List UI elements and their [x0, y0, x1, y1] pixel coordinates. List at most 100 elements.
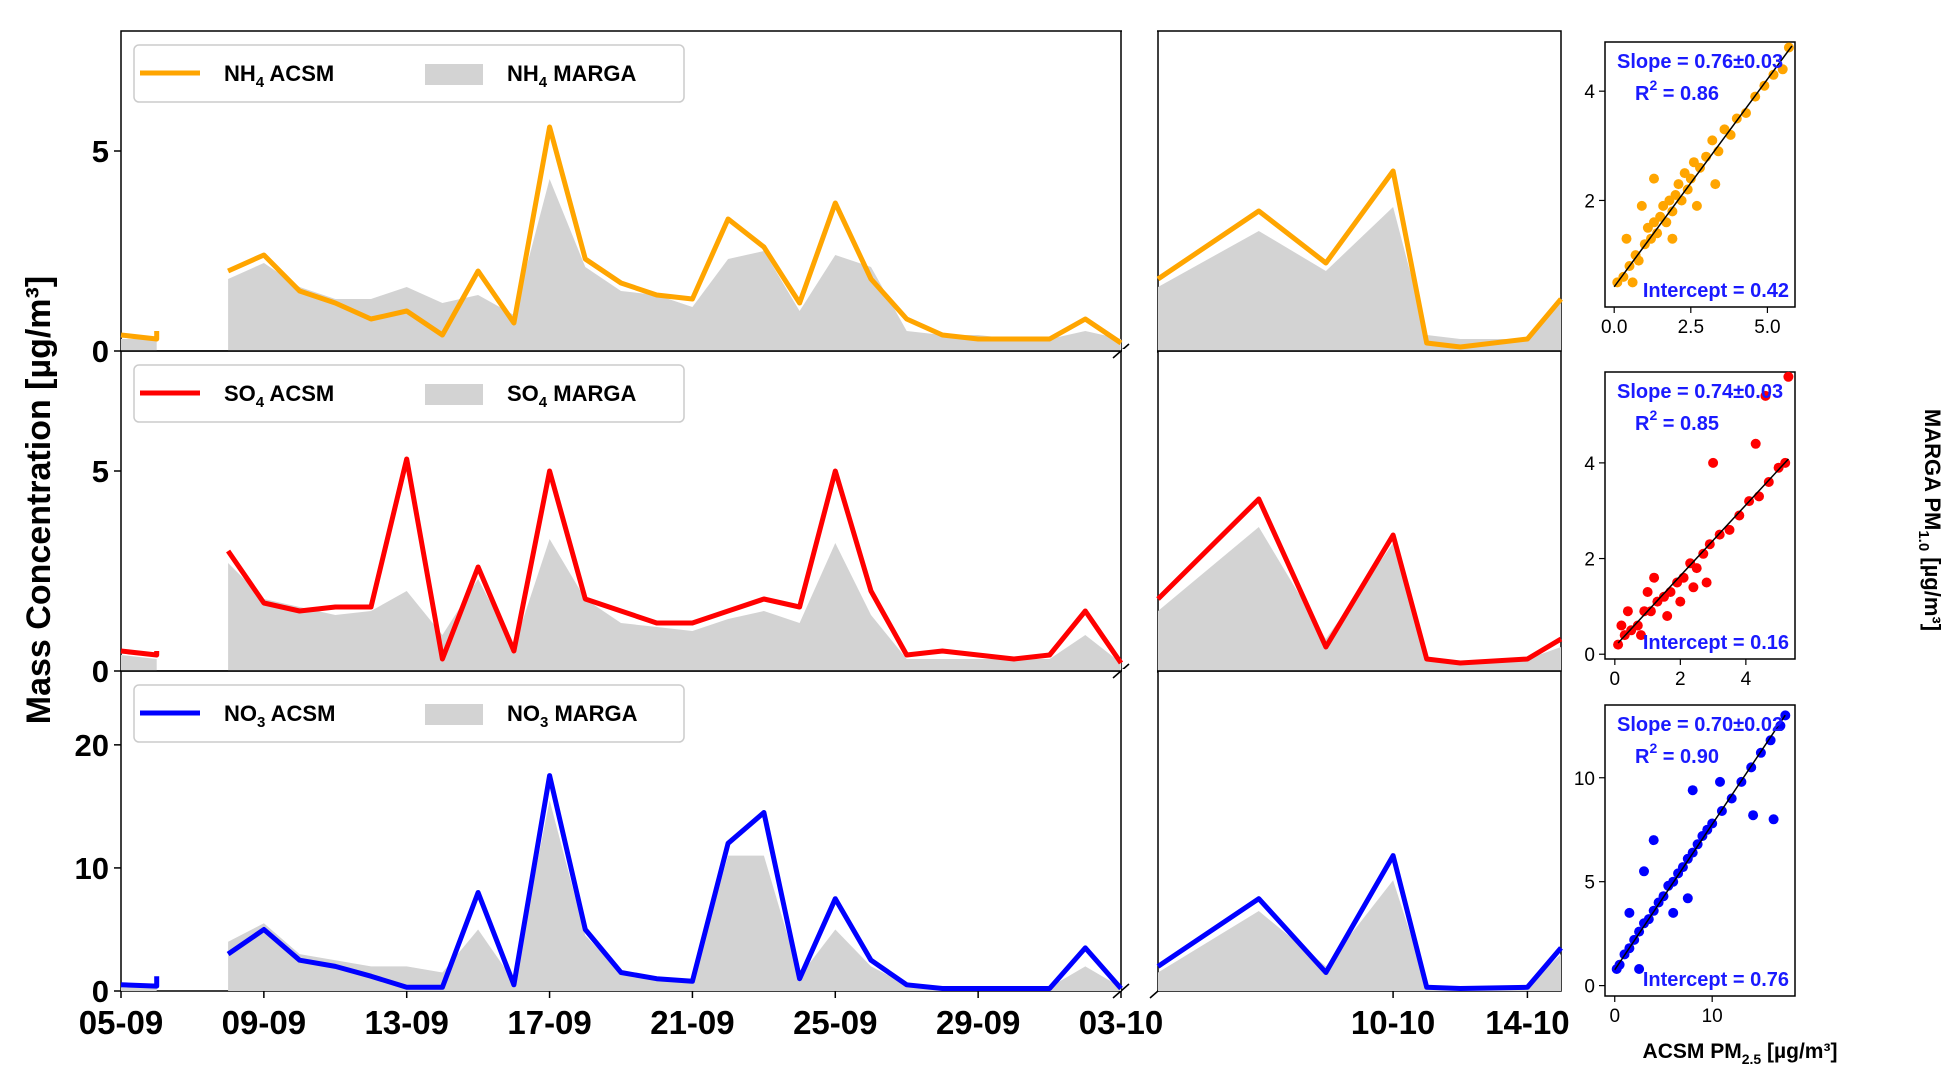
acsm-line-no3	[226, 773, 1123, 991]
legend-acsm-label: NO3 ACSM	[224, 701, 335, 731]
scatter-point	[1667, 233, 1678, 244]
y-tick-label: 0	[92, 974, 109, 1009]
timeseries-panels: 0 5 NH4 ACSM NH4 MARGA 0 5 SO4 ACSM SO4 MARGA 0 1…	[75, 29, 1563, 1009]
scatter-intercept-label: Intercept = 0.76	[1643, 969, 1789, 991]
scatter-point	[1775, 720, 1786, 731]
scatter-point	[1783, 371, 1794, 382]
scatter-x-tick-label: 5.0	[1754, 317, 1780, 338]
scatter-x-tick-label: 4	[1741, 669, 1752, 690]
fit-line	[1613, 45, 1793, 288]
scatter-point	[1678, 572, 1689, 583]
acsm-line-so4	[1156, 496, 1563, 666]
scatter-point	[1667, 206, 1678, 217]
scatter-point	[1649, 173, 1659, 184]
scatter-right-y-label: MARGA PM1.0 [µg/m³]	[1915, 409, 1945, 631]
x-tick-label: 17-09	[507, 1004, 591, 1041]
scatter-point	[1724, 524, 1735, 535]
scatter-point	[1661, 217, 1672, 228]
scatter-frame	[1604, 371, 1796, 660]
acsm-line-nh4	[1156, 168, 1563, 350]
scatter-y-tick-label: 4	[1584, 82, 1595, 103]
marga-area-no3	[228, 800, 1122, 991]
acsm-line-no3	[1156, 853, 1563, 991]
scatter-point	[1662, 611, 1673, 621]
x-tick-label: 29-09	[936, 1004, 1020, 1041]
scatter-point	[1783, 42, 1794, 53]
scatter-point	[1759, 80, 1770, 91]
legend-area-swatch	[425, 384, 483, 405]
scatter-y-tick-label: 0	[1584, 977, 1595, 998]
scatter-point	[1622, 606, 1633, 617]
axis-break-gap	[1122, 29, 1157, 353]
scatter-point	[1708, 457, 1719, 468]
legend-area-swatch	[425, 64, 483, 85]
legend-marga-label: SO4 MARGA	[507, 381, 636, 411]
scatter-frame	[1604, 704, 1796, 997]
scatter-point	[1682, 184, 1693, 195]
scatter-intercept-label: Intercept = 0.42	[1643, 280, 1789, 302]
y-axis-label: Mass Concentration [µg/m³]	[20, 276, 58, 724]
scatter-point	[1777, 64, 1788, 75]
scatter-x-tick-label: 0	[1609, 1006, 1620, 1027]
scatter-slope-label: Slope = 0.76±0.03	[1617, 51, 1783, 73]
scatter-y-tick-label: 2	[1584, 550, 1595, 571]
scatter-point	[1648, 835, 1659, 846]
scatter-y-tick-label: 4	[1584, 454, 1595, 475]
scatter-y-tick-label: 2	[1584, 191, 1595, 212]
scatter-point	[1701, 577, 1712, 588]
scatter-point	[1714, 529, 1725, 540]
legend-nh4: NH4 ACSM NH4 MARGA	[133, 44, 685, 103]
scatter-slope-label: Slope = 0.74±0.03	[1617, 381, 1783, 403]
x-tick-label: 14-10	[1485, 1004, 1569, 1041]
scatter-frame	[1604, 41, 1796, 308]
scatter-r2-label: R2 = 0.90	[1635, 740, 1719, 768]
scatter-point	[1652, 228, 1663, 239]
marga-area-no3	[1158, 880, 1561, 991]
legend-so4: SO4 ACSM SO4 MARGA	[133, 364, 685, 423]
scatter-point	[1687, 785, 1698, 796]
scatter-y-tick-label: 10	[1574, 769, 1595, 790]
scatter-point	[1621, 233, 1632, 244]
acsm-line-nh4	[227, 124, 1123, 346]
marga-area-nh4	[1158, 207, 1561, 351]
scatter-point	[1616, 620, 1627, 631]
x-tick-label: 25-09	[793, 1004, 877, 1041]
scatter-point	[1634, 964, 1645, 974]
y-tick-label: 5	[92, 134, 109, 169]
scatter-point	[1673, 179, 1684, 190]
scatter-point	[1760, 390, 1771, 401]
x-tick-label: 03-10	[1079, 1004, 1163, 1041]
scatter-panels: 0.0 2.5 5.0 2 4 Slope = 0.76±0.03 R2 = 0.86 Int…	[1574, 41, 1796, 1027]
scatter-y-tick-label: 0	[1584, 645, 1595, 666]
acsm-line-no3	[120, 976, 160, 989]
scatter-point	[1763, 477, 1774, 487]
axis-break-gap	[1122, 669, 1157, 993]
scatter-point	[1695, 162, 1705, 173]
scatter-x-tick-label: 10	[1702, 1006, 1723, 1027]
scatter-panel-so4: 0 2 4 0 2 4 Slope = 0.74±0.03 R2 = 0.85 Intercep…	[1584, 371, 1796, 690]
marga-area-so4	[1158, 527, 1561, 671]
scatter-point	[1636, 200, 1647, 211]
scatter-point	[1645, 606, 1656, 617]
marga-area-nh4	[228, 179, 1122, 351]
scatter-point	[1685, 173, 1696, 184]
legend-marga-label: NH4 MARGA	[507, 61, 636, 91]
scatter-x-tick-label: 2	[1675, 669, 1686, 690]
scatter-point	[1710, 179, 1721, 190]
scatter-point	[1691, 200, 1702, 211]
legend-box	[133, 44, 685, 103]
scatter-point	[1754, 491, 1764, 502]
scatter-point	[1632, 620, 1643, 631]
scatter-point	[1636, 630, 1646, 641]
timeseries-panel-so4: 0 5 SO4 ACSM SO4 MARGA	[92, 349, 1563, 689]
timeseries-panel-no3: 0 10 20 NO3 ACSM NO3 MARGA	[75, 669, 1563, 1009]
scatter-point	[1726, 793, 1737, 804]
x-tick-label: 05-09	[79, 1004, 163, 1041]
scatter-point	[1768, 814, 1779, 825]
fit-line	[1617, 458, 1789, 644]
marga-area-nh4	[121, 315, 157, 351]
scatter-point	[1688, 582, 1699, 593]
scatter-r2-label: R2 = 0.85	[1635, 407, 1719, 435]
scatter-point	[1618, 271, 1629, 282]
scatter-point	[1691, 563, 1702, 574]
